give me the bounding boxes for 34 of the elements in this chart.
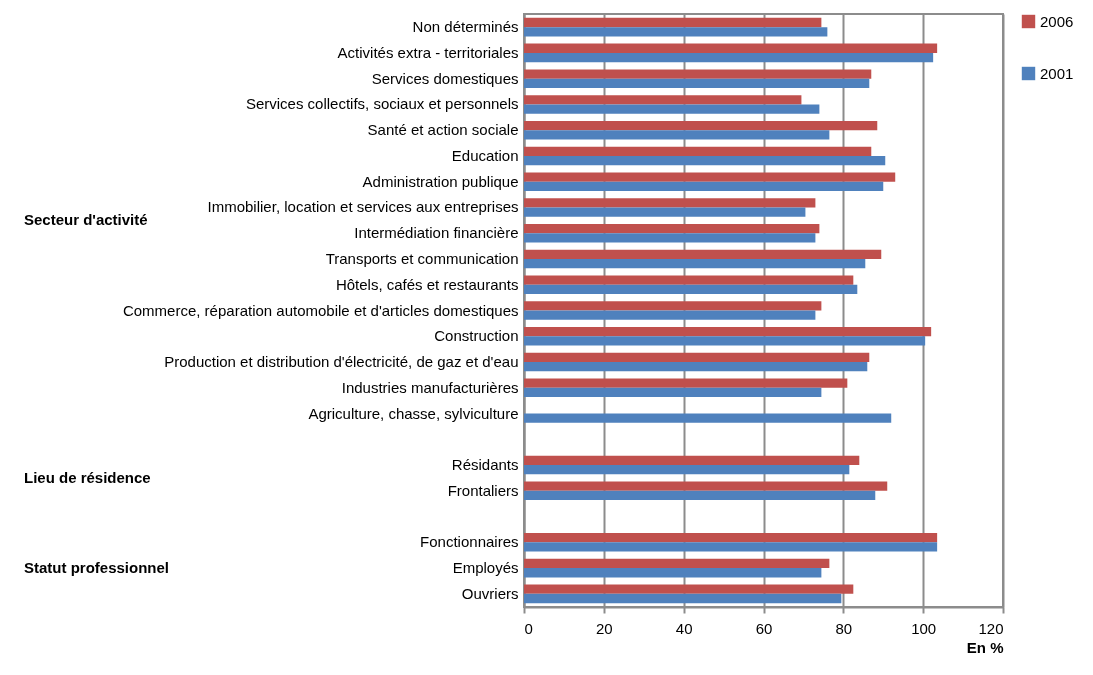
y-tick-label: Hôtels, cafés et restaurants bbox=[335, 275, 519, 293]
y-tick-label: Activités extra - territoriales bbox=[337, 43, 519, 61]
y-tick-label: Employés bbox=[452, 559, 519, 577]
y-tick-label: Agriculture, chasse, sylviculture bbox=[308, 404, 519, 422]
text: Statut professionnel bbox=[24, 559, 170, 577]
x-tick-label: 40 bbox=[675, 619, 693, 637]
y-tick-label: Immobilier, location et services aux entreprises bbox=[207, 198, 519, 216]
y-tick-label: Construction bbox=[434, 327, 519, 345]
y-tick-label: Administration publique bbox=[362, 172, 519, 190]
y-tick-label: Ouvriers bbox=[461, 584, 519, 602]
legend-label: 2006 bbox=[1040, 12, 1074, 30]
y-tick-label: Education bbox=[451, 146, 519, 164]
x-tick-label: 120 bbox=[978, 619, 1004, 637]
y-tick-label: Production et distribution d'électricité, de gaz et d'eau bbox=[164, 353, 519, 371]
y-tick-label: Transports et communication bbox=[325, 249, 519, 267]
x-tick-label: 60 bbox=[755, 619, 773, 637]
x-tick-label: 80 bbox=[835, 619, 853, 637]
text: Lieu de résidence bbox=[24, 468, 151, 486]
y-tick-label: Non déterminés bbox=[412, 18, 519, 36]
y-tick-label: Santé et action sociale bbox=[367, 121, 519, 139]
y-tick-label: Services domestiques bbox=[371, 69, 519, 87]
y-tick-label: Frontaliers bbox=[447, 481, 519, 499]
x-tick-label: 0 bbox=[524, 619, 533, 637]
x-tick-label: 100 bbox=[911, 619, 937, 637]
y-tick-label: Industries manufacturières bbox=[341, 378, 519, 396]
text: Secteur d'activité bbox=[24, 211, 148, 229]
x-axis-title: En % bbox=[966, 638, 1004, 656]
x-tick-label: 20 bbox=[595, 619, 613, 637]
y-tick-label: Résidants bbox=[451, 456, 519, 474]
y-tick-label: Fonctionnaires bbox=[420, 533, 519, 551]
legend-label: 2001 bbox=[1040, 64, 1074, 82]
y-tick-label: Commerce, réparation automobile et d'articles domestiques bbox=[122, 301, 519, 319]
y-tick-label: Services collectifs, sociaux et personnels bbox=[245, 95, 519, 113]
y-tick-label: Intermédiation financière bbox=[354, 224, 519, 242]
